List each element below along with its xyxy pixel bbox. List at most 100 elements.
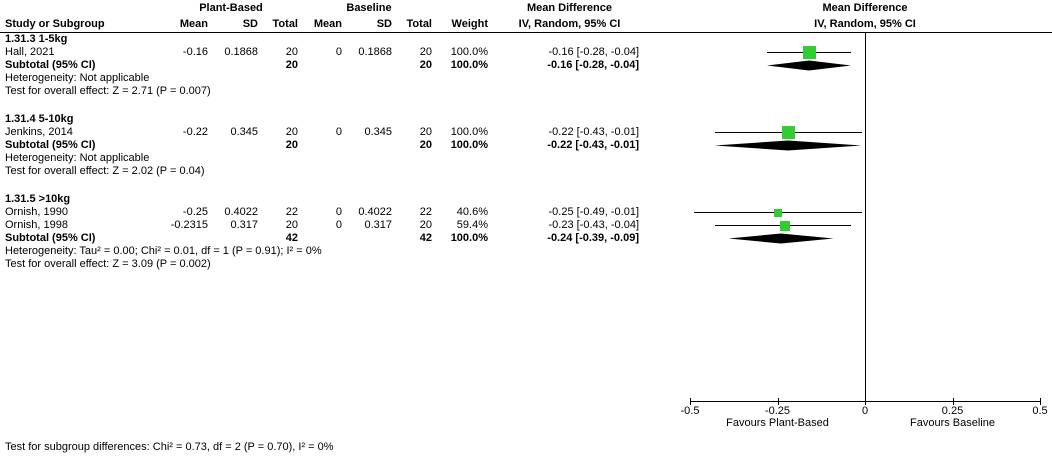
header-iv-random: IV, Random, 95% CI bbox=[518, 18, 621, 30]
plantbased-mean: -0.22 bbox=[182, 126, 208, 138]
baseline-sd: 0.317 bbox=[364, 219, 392, 231]
weight: 59.4% bbox=[456, 219, 488, 231]
header-column-row: Study or Subgroup Mean SD Total Mean SD … bbox=[0, 16, 1052, 32]
overall-effect-note: Test for overall effect: Z = 3.09 (P = 0… bbox=[5, 258, 211, 270]
effect-square bbox=[773, 208, 782, 217]
header-pb-sd: SD bbox=[242, 18, 258, 30]
axis-tick-label: -0.25 bbox=[764, 405, 791, 417]
weight: 100.0% bbox=[450, 126, 488, 138]
baseline-total: 42 bbox=[419, 232, 432, 244]
baseline-total: 20 bbox=[419, 59, 432, 71]
forest-plot-cell bbox=[647, 139, 1052, 152]
subgroup-title: 1.31.3 1-5kg bbox=[5, 33, 68, 45]
axis-tick bbox=[952, 398, 954, 405]
md-ci-text: -0.16 [-0.28, -0.04] bbox=[547, 59, 639, 71]
baseline-total: 20 bbox=[419, 139, 432, 151]
plantbased-mean bbox=[160, 59, 212, 72]
axis-tick bbox=[1040, 398, 1041, 405]
header-iv-random-plot: IV, Random, 95% CI bbox=[647, 16, 1052, 32]
header-study: Study or Subgroup bbox=[5, 18, 105, 30]
study-label: Subtotal (95% CI) bbox=[5, 232, 96, 244]
axis-tick-label: 0.25 bbox=[941, 405, 964, 417]
study-row: Jenkins, 2014 -0.22 0.345 20 0 0.345 20 100.0% -… bbox=[0, 126, 1052, 139]
forest-plot-cell bbox=[647, 219, 1052, 232]
header-md-plot-title: Mean Difference bbox=[647, 0, 1052, 16]
plantbased-total: 22 bbox=[285, 206, 298, 218]
header-bl-mean: Mean bbox=[313, 18, 342, 30]
overall-effect-note: Test for overall effect: Z = 2.02 (P = 0… bbox=[5, 165, 205, 177]
effect-square bbox=[779, 220, 790, 231]
baseline-sd: 0.1868 bbox=[358, 46, 392, 58]
baseline-sd bbox=[346, 59, 396, 72]
baseline-total: 22 bbox=[419, 206, 432, 218]
plantbased-total: 20 bbox=[285, 46, 298, 58]
subtotal-diamond bbox=[728, 233, 834, 244]
plantbased-sd: 0.1868 bbox=[224, 46, 258, 58]
forest-plot-cell bbox=[647, 59, 1052, 72]
md-ci-text: -0.22 [-0.43, -0.01] bbox=[547, 139, 639, 151]
baseline-total: 20 bbox=[419, 46, 432, 58]
header-md-plot-title-text: Mean Difference bbox=[822, 2, 908, 14]
axis-tick bbox=[865, 398, 866, 405]
plantbased-sd: 0.345 bbox=[230, 126, 258, 138]
md-ci-text: -0.24 [-0.39, -0.09] bbox=[547, 232, 639, 244]
plantbased-total: 20 bbox=[285, 219, 298, 231]
baseline-total: 20 bbox=[419, 126, 432, 138]
header-bl-sd: SD bbox=[376, 18, 392, 30]
subgroup-title-row: 1.31.3 1-5kg bbox=[0, 33, 1052, 46]
axis-tick-label: 0 bbox=[861, 405, 869, 417]
study-label: Jenkins, 2014 bbox=[5, 126, 73, 138]
study-label: Ornish, 1998 bbox=[5, 219, 68, 231]
plantbased-mean bbox=[160, 139, 212, 152]
header-md-text-title: Mean Difference bbox=[527, 2, 612, 14]
md-ci-text: -0.22 [-0.43, -0.01] bbox=[548, 126, 640, 138]
md-ci-text: -0.16 [-0.28, -0.04] bbox=[548, 46, 640, 58]
plantbased-total: 42 bbox=[285, 232, 298, 244]
forest-rows: 1.31.3 1-5kg Hall, 2021 -0.16 0.1868 20 0 0.18… bbox=[0, 33, 1052, 271]
weight: 100.0% bbox=[450, 59, 488, 71]
table-header: Plant-Based Baseline Mean Difference Mea… bbox=[0, 0, 1052, 33]
plantbased-sd bbox=[212, 59, 262, 72]
axis-label-favours-left: Favours Plant-Based bbox=[726, 417, 829, 429]
baseline-sd bbox=[346, 139, 396, 152]
subgroup-title: 1.31.4 5-10kg bbox=[5, 113, 74, 125]
overall-effect-note: Test for overall effect: Z = 2.71 (P = 0… bbox=[5, 85, 211, 97]
axis-label-favours-right: Favours Baseline bbox=[910, 417, 995, 429]
plantbased-mean: -0.25 bbox=[182, 206, 208, 218]
baseline-sd bbox=[346, 232, 396, 245]
plantbased-sd bbox=[212, 232, 262, 245]
study-label: Subtotal (95% CI) bbox=[5, 59, 96, 71]
header-bl-total: Total bbox=[406, 18, 432, 30]
forest-plot-cell bbox=[647, 206, 1052, 219]
study-row: Hall, 2021 -0.16 0.1868 20 0 0.1868 20 100.0% -0… bbox=[0, 46, 1052, 59]
vertical-spacer bbox=[0, 271, 1052, 401]
baseline-sd: 0.345 bbox=[364, 126, 392, 138]
header-group-plant-based: Plant-Based bbox=[199, 2, 263, 14]
heterogeneity-note-row: Heterogeneity: Not applicable bbox=[0, 152, 1052, 165]
zero-effect-line bbox=[865, 33, 866, 401]
effect-square bbox=[781, 126, 795, 139]
subtotal-row: Subtotal (95% CI) 20 20 100.0% -0.22 [-0.43,… bbox=[0, 139, 1052, 152]
baseline-sd: 0.4022 bbox=[358, 206, 392, 218]
heterogeneity-note: Heterogeneity: Tau² = 0.00; Chi² = 0.01,… bbox=[5, 245, 322, 257]
md-ci-text: -0.25 [-0.49, -0.01] bbox=[548, 206, 640, 218]
forest-plot-cell bbox=[647, 126, 1052, 139]
baseline-mean: 0 bbox=[335, 219, 342, 231]
baseline-mean bbox=[302, 59, 346, 72]
study-row: Ornish, 1990 -0.25 0.4022 22 0 0.4022 22 40.6% -… bbox=[0, 206, 1052, 219]
baseline-mean: 0 bbox=[335, 206, 342, 218]
baseline-total: 20 bbox=[419, 219, 432, 231]
overall-effect-note-row: Test for overall effect: Z = 3.09 (P = 0… bbox=[0, 258, 1052, 271]
baseline-mean: 0 bbox=[335, 126, 342, 138]
header-weight: Weight bbox=[451, 18, 488, 30]
forest-plot-cell bbox=[647, 46, 1052, 59]
weight: 40.6% bbox=[456, 206, 488, 218]
subgroup-title-row: 1.31.5 >10kg bbox=[0, 193, 1052, 206]
subgroup-title: 1.31.5 >10kg bbox=[5, 193, 71, 205]
md-ci-text: -0.23 [-0.43, -0.04] bbox=[548, 219, 640, 231]
overall-effect-note-row: Test for overall effect: Z = 2.02 (P = 0… bbox=[0, 165, 1052, 178]
effect-square bbox=[802, 46, 816, 59]
header-pb-mean: Mean bbox=[179, 18, 208, 30]
baseline-mean: 0 bbox=[335, 46, 342, 58]
